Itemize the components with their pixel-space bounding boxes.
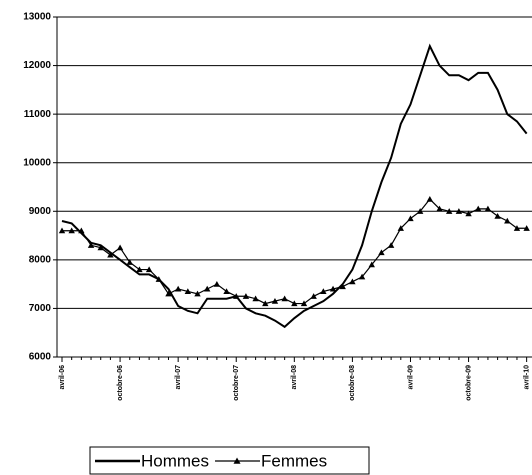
legend-label: Femmes (261, 451, 327, 470)
series-marker (329, 285, 337, 292)
series-marker (368, 261, 375, 268)
series-marker (465, 210, 472, 217)
series-marker (291, 300, 298, 307)
series-marker (194, 290, 201, 297)
series-marker (213, 280, 221, 287)
series-marker (262, 300, 269, 307)
series-marker (504, 217, 511, 224)
series-marker (475, 205, 482, 212)
series-marker (87, 242, 95, 248)
y-tick-label: 6000 (29, 352, 52, 363)
x-tick-label: octobre-07 (233, 365, 240, 401)
x-tick-label: avril-10 (523, 365, 530, 390)
y-tick-label: 12000 (23, 60, 51, 71)
x-tick-label: avril-06 (59, 365, 66, 390)
series-marker (300, 300, 308, 307)
series-marker (455, 208, 463, 214)
series-marker (58, 227, 66, 234)
series-marker (174, 285, 182, 292)
series-marker (126, 259, 133, 265)
y-tick-label: 8000 (29, 254, 52, 265)
x-tick-label: avril-09 (407, 365, 414, 390)
y-tick-label: 9000 (29, 206, 52, 217)
series-marker (145, 266, 153, 273)
series-marker (358, 273, 366, 280)
series-marker (271, 297, 279, 304)
x-tick-label: avril-08 (291, 365, 298, 390)
y-tick-label: 13000 (23, 12, 51, 23)
x-tick-label: octobre-06 (117, 365, 124, 401)
series-line (62, 198, 527, 305)
x-tick-label: octobre-08 (349, 365, 356, 401)
x-tick-label: avril-07 (175, 365, 182, 390)
y-tick-label: 11000 (24, 109, 52, 120)
series-marker (97, 244, 104, 251)
y-tick-label: 10000 (23, 157, 51, 168)
series-marker (426, 195, 434, 202)
y-tick-label: 7000 (29, 303, 52, 314)
series-marker (116, 244, 124, 251)
series-marker (310, 293, 317, 299)
series-marker (281, 295, 288, 302)
series-marker (204, 285, 211, 292)
series-marker (378, 249, 385, 256)
series-marker (416, 208, 424, 214)
series-marker (242, 293, 250, 299)
series-line (61, 43, 528, 329)
series-marker (223, 288, 230, 294)
series-marker (349, 278, 356, 285)
series-marker (233, 293, 240, 299)
series-marker (407, 215, 414, 222)
series-marker (107, 251, 114, 258)
series-marker (484, 205, 492, 212)
series-marker (513, 225, 521, 231)
series-marker (339, 283, 346, 290)
legend-label: Hommes (141, 451, 209, 470)
series-marker (184, 288, 192, 294)
series-marker (523, 225, 530, 231)
legend-marker (233, 457, 241, 464)
series-marker (165, 290, 172, 297)
series-marker (397, 225, 404, 231)
series-marker (436, 205, 443, 212)
series-marker (446, 208, 453, 214)
series-marker (68, 227, 75, 234)
series-marker (252, 295, 259, 302)
series-marker (136, 266, 143, 273)
x-tick-label: octobre-09 (465, 365, 472, 401)
series-marker (387, 242, 395, 248)
series-marker (78, 227, 85, 234)
series-marker (494, 212, 501, 219)
series-marker (320, 288, 327, 294)
series-marker (155, 276, 162, 282)
